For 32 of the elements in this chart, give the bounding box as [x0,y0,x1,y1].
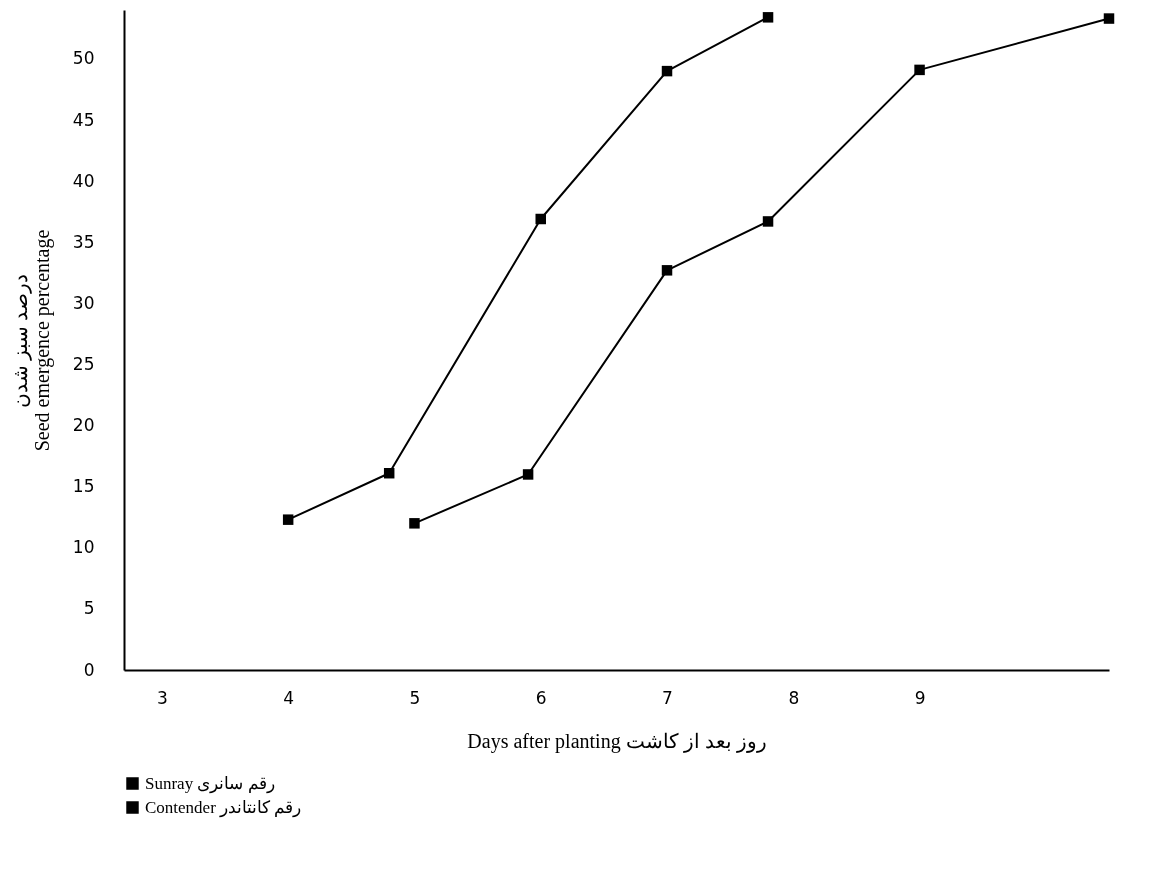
y-tick-label: 15 [72,476,95,497]
point [282,514,294,525]
y-tick-label: 25 [72,353,95,374]
legend-label: Contender رقم کانتاندر [145,797,302,818]
y-tick-label: 30 [72,292,95,313]
point [661,65,673,77]
point [762,216,774,227]
x-tick-label: 8 [788,687,800,708]
x-axis-title: Days after planting روز بعد از کاشت [467,729,767,753]
x-tick-label: 9 [914,687,926,708]
y-tick-label: 45 [72,109,95,130]
x-tick-label: 5 [409,687,421,708]
x-tick-label: 3 [156,687,168,708]
point [1103,13,1115,24]
point [383,467,395,479]
x-tick-label: 7 [662,687,673,708]
x-tick-label: 6 [535,687,547,708]
point [535,213,546,225]
y-tick-label: 20 [72,415,95,436]
y-tick-label: 35 [72,231,95,252]
point [762,12,774,23]
y-tick-label: 10 [72,537,95,558]
y-tick-label: 5 [83,598,95,619]
point [661,265,673,276]
y-tick-label: 40 [72,170,95,191]
y-tick-label: 0 [83,659,95,680]
point [409,518,420,529]
y-tick-label: 50 [72,48,95,69]
point [914,64,925,76]
x-tick-label: 4 [283,687,295,708]
point [522,469,534,480]
legend-label: Sunray رقم سانری [145,773,275,794]
